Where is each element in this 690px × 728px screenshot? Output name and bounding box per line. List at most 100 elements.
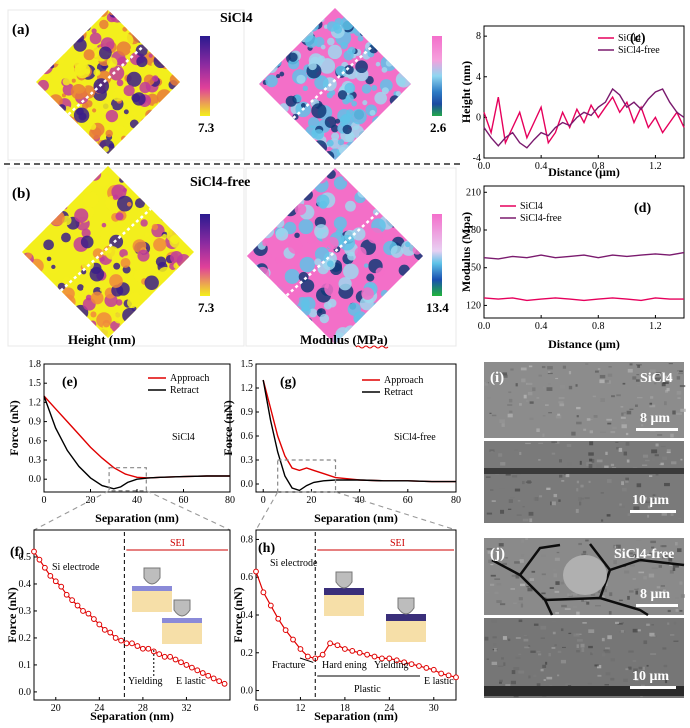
modulus-colorbar-a xyxy=(432,36,442,116)
y-axis-label: Force (nN) xyxy=(7,400,21,455)
x-tick-label: 80 xyxy=(451,495,461,506)
y-tick-label: 0.2 xyxy=(19,633,32,644)
sem-cracks xyxy=(491,543,685,617)
scale-bar-j-top xyxy=(636,604,678,607)
annotation-yielding: Yielding xyxy=(128,676,162,687)
y-tick-label: 1.5 xyxy=(241,359,254,370)
data-point xyxy=(221,680,228,687)
data-point xyxy=(69,597,76,604)
scale-label-j-top: 8 μm xyxy=(640,587,670,602)
data-point xyxy=(118,637,125,644)
data-point xyxy=(63,591,70,598)
fracture-arrow xyxy=(299,657,314,663)
x-tick-label: 40 xyxy=(132,495,142,506)
data-point xyxy=(416,663,422,669)
y-tick-label: 0.0 xyxy=(29,474,42,485)
series-line-retract xyxy=(43,395,230,490)
x-tick-label: 32 xyxy=(181,703,191,714)
legend-label: Approach xyxy=(384,375,423,386)
y-tick-label: -4 xyxy=(473,153,481,164)
panel-label-c: (c) xyxy=(630,31,646,46)
sample-label-e: SiCl4 xyxy=(172,432,195,443)
x-axis-label: Separation (nm) xyxy=(95,511,179,525)
scale-bar-i-bottom xyxy=(630,510,676,513)
y-tick-label: 0.4 xyxy=(19,579,32,590)
annotation-sei: SEI xyxy=(390,538,405,549)
data-point xyxy=(216,678,223,685)
data-point xyxy=(275,615,282,622)
data-point xyxy=(445,672,452,679)
chart-h: 6 12 18 24 30 0.0 0.2 0.4 0.6 0.8 Separation (nm) F… xyxy=(231,529,459,723)
y-tick-label: 0.3 xyxy=(241,455,254,466)
sem-i-sample-label: SiCl4 xyxy=(640,371,673,386)
modulus-map-sicl4 xyxy=(259,8,411,160)
y-tick-label: 0.6 xyxy=(29,436,42,447)
chart-g: 0 20 40 60 80 0.0 0.3 0.6 0.9 1.2 1.5 Separation (n… xyxy=(221,359,461,525)
chart-c: 0.0 0.4 0.8 1.2 -4 0 4 8 Distance (μm) Height (nm… xyxy=(459,25,685,179)
series-line-approach xyxy=(255,571,457,678)
y-tick-label: 1.8 xyxy=(29,359,42,370)
panel-label-g: (g) xyxy=(280,375,297,390)
series-line-sicl4-free xyxy=(483,251,685,260)
data-point xyxy=(172,656,179,663)
data-point xyxy=(260,589,267,596)
charts: 0.0 0.4 0.8 1.2 -4 0 4 8 Distance (μm) Height (nm… xyxy=(5,25,685,723)
y-tick-label: 0.9 xyxy=(29,417,42,428)
x-tick-label: 0.0 xyxy=(478,321,491,332)
data-point xyxy=(349,647,356,654)
panel-label-d: (d) xyxy=(634,201,651,216)
series-line-sicl4 xyxy=(483,297,684,302)
data-point xyxy=(379,655,385,662)
annotation-elastic: E lastic xyxy=(424,676,454,687)
sem-j-sample-label: SiCl4-free xyxy=(614,547,674,562)
y-tick-label: 0.2 xyxy=(241,648,254,659)
data-point xyxy=(423,664,430,671)
panel-label-i: (i) xyxy=(490,370,504,386)
y-tick-label: 4 xyxy=(476,72,481,83)
y-tick-label: 0.0 xyxy=(19,687,32,698)
y-tick-label: 0.3 xyxy=(29,455,42,466)
data-point xyxy=(210,675,217,682)
scale-label-i-top: 8 μm xyxy=(640,411,670,426)
data-point xyxy=(386,655,393,662)
data-point xyxy=(145,645,152,652)
modulus-colorbar-b xyxy=(432,214,442,296)
x-tick-label: 30 xyxy=(429,703,439,714)
x-tick-label: 0 xyxy=(42,495,47,506)
data-point xyxy=(129,640,135,647)
zoom-box-e xyxy=(108,467,147,492)
height-colorbar-a xyxy=(200,36,210,116)
afm-tip xyxy=(397,597,415,615)
sem-images: (i) (j) SiCl4 SiCl4-free 8 μm 10 μm 8 μm… xyxy=(484,362,686,698)
sample-label-g: SiCl4-free xyxy=(394,432,436,443)
data-point xyxy=(188,664,195,671)
data-point xyxy=(356,649,363,656)
y-tick-label: 1.2 xyxy=(29,397,42,408)
panel-label-b: (b) xyxy=(12,186,30,202)
data-point xyxy=(101,626,108,633)
height-map-sicl4 xyxy=(36,10,180,154)
data-point xyxy=(107,629,114,636)
y-tick-label: 0.9 xyxy=(241,407,254,418)
x-tick-label: 28 xyxy=(138,703,148,714)
x-axis-label: Separation (nm) xyxy=(90,709,174,723)
panel-label-j: (j) xyxy=(490,546,505,562)
y-tick-label: 0 xyxy=(476,112,481,123)
x-axis-label: Distance (μm) xyxy=(548,165,620,179)
annotation-yielding: Yielding xyxy=(374,660,408,671)
data-point xyxy=(161,653,168,660)
data-point xyxy=(41,564,48,571)
substrate-block xyxy=(386,620,426,642)
x-tick-label: 0.8 xyxy=(592,321,605,332)
data-point xyxy=(178,659,184,666)
data-point xyxy=(453,674,459,681)
data-point xyxy=(327,640,333,647)
y-tick-label: 0.4 xyxy=(241,610,254,621)
data-point xyxy=(156,651,163,658)
data-point xyxy=(52,578,59,585)
y-axis-label: Force (nN) xyxy=(221,400,235,455)
data-point xyxy=(205,672,212,679)
series-line-sicl4 xyxy=(483,95,685,146)
x-tick-label: 1.2 xyxy=(649,321,662,332)
